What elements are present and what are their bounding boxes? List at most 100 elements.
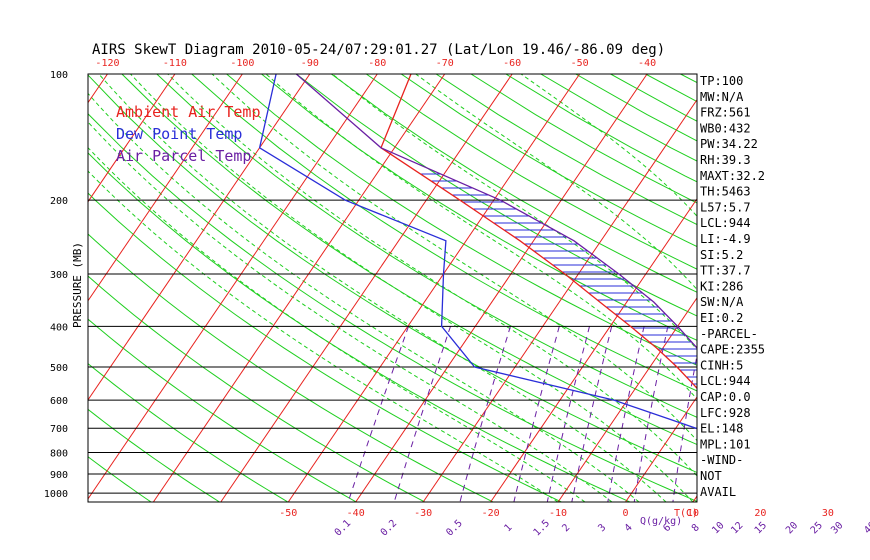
- isotherm-line: [220, 74, 513, 502]
- mixing-ratio-tick-label: 15: [753, 520, 769, 536]
- isotherm-line: [88, 74, 108, 104]
- stat-entry: SW:N/A: [700, 295, 744, 309]
- series-line: [258, 74, 697, 430]
- pressure-tick-label: 600: [50, 396, 68, 407]
- pressure-tick-label: 700: [50, 424, 68, 435]
- isotherm-line: [88, 74, 243, 302]
- dry-adiabat-line: [855, 74, 870, 502]
- legend-entry: Air Parcel Temp: [116, 147, 251, 165]
- bottom-temp-tick-label: -10: [549, 508, 567, 519]
- stat-entry: MPL:101: [700, 437, 751, 451]
- dry-adiabat-line: [750, 74, 870, 502]
- dry-adiabat-line: [88, 362, 289, 502]
- mixing-ratio-unit-label: Q(g/kg): [640, 516, 682, 527]
- moist-adiabat-line: [88, 146, 586, 502]
- dry-adiabat-line: [88, 233, 494, 502]
- stat-entry: TP:100: [700, 74, 743, 88]
- legend-entry: Dew Point Temp: [116, 125, 242, 143]
- isotherm-line: [88, 74, 378, 500]
- moist-adiabat-line: [211, 74, 697, 442]
- bottom-temp-unit-label: T(C): [674, 508, 698, 519]
- pressure-tick-label: 800: [50, 449, 68, 460]
- bottom-temp-tick-label: 10: [687, 508, 699, 519]
- mixing-ratio-tick-label: 4: [623, 522, 635, 534]
- dry-adiabat-line: [785, 74, 870, 502]
- isotherm-line: [88, 74, 311, 401]
- mixing-ratio-tick-label: 1.5: [532, 518, 553, 539]
- mixing-ratio-line: [393, 326, 451, 502]
- bottom-temp-tick-label: -50: [279, 508, 297, 519]
- legend: Ambient Air Temp Dew Point Temp Air Parcel…: [116, 103, 261, 165]
- cape-hatch-region: [420, 173, 697, 385]
- mixing-ratio-tick-label: 1: [503, 522, 515, 534]
- legend-entry: Ambient Air Temp: [116, 103, 261, 121]
- dry-adiabat-line: [296, 74, 697, 317]
- chart-title: AIRS SkewT Diagram 2010-05-24/07:29:01.2…: [92, 42, 665, 58]
- mixing-ratio-tick-label: 8: [690, 522, 702, 534]
- mixing-ratio-line: [571, 326, 613, 502]
- bottom-temp-tick-label: -20: [482, 508, 500, 519]
- dry-adiabat-line: [331, 74, 697, 293]
- stat-entry: TH:5463: [700, 185, 751, 199]
- series-line: [380, 74, 697, 390]
- dry-adiabat-line: [88, 318, 357, 502]
- dry-adiabat-line: [191, 74, 697, 392]
- stat-entry: AVAIL: [700, 485, 736, 499]
- pressure-tick-label: 500: [50, 363, 68, 374]
- pressure-tick-label: 1000: [44, 489, 68, 500]
- stat-entry: FRZ:561: [700, 106, 751, 120]
- stat-entry: NOT: [700, 469, 722, 483]
- stat-entry: PW:34.22: [700, 137, 758, 151]
- mixing-ratio-line: [633, 326, 669, 502]
- top-temperature-tick-labels: -120 -110 -100 -90 -80 -70 -60 -50 -40: [95, 58, 656, 69]
- moist-adiabat-line: [98, 74, 667, 502]
- top-temp-tick-label: -100: [230, 58, 254, 69]
- isotherm-line: [287, 74, 581, 502]
- isotherm-line: [422, 98, 697, 502]
- mixing-ratio-tick-label: 3: [596, 522, 608, 534]
- dry-adiabat-line: [820, 74, 870, 502]
- mixing-ratio-line: [607, 326, 645, 502]
- stat-entry: MW:N/A: [700, 90, 744, 104]
- top-temp-tick-label: -90: [301, 58, 319, 69]
- isotherm-line: [828, 74, 870, 502]
- top-temp-tick-label: -60: [503, 58, 521, 69]
- top-temp-tick-label: -80: [368, 58, 386, 69]
- bottom-temp-tick-label: -30: [414, 508, 432, 519]
- mixing-ratio-line: [347, 326, 409, 502]
- isotherm-line: [88, 74, 176, 203]
- stat-entry: LCL:944: [700, 216, 751, 230]
- plot-frame: [87, 73, 698, 503]
- mixing-ratio-tick-label: 25: [809, 520, 825, 536]
- mixing-ratio-line: [546, 326, 590, 502]
- isotherm-line: [625, 396, 697, 502]
- mixing-ratio-line: [767, 326, 787, 502]
- top-temp-tick-label: -70: [436, 58, 454, 69]
- y-axis-label: PRESSURE (MB): [71, 242, 84, 328]
- stat-entry: EL:148: [700, 422, 743, 436]
- mixing-ratio-line: [459, 326, 511, 502]
- top-temp-tick-label: -50: [571, 58, 589, 69]
- bottom-temperature-tick-labels: -50 -40 -30 -20 -10 0 10 20 30 T(C): [279, 508, 834, 519]
- mixing-ratio-tick-label: 0.5: [444, 518, 465, 539]
- stat-entry: LFC:928: [700, 406, 751, 420]
- stat-entry: L57:5.7: [700, 200, 751, 214]
- moist-adiabat-line: [265, 74, 697, 400]
- stat-entry: KI:286: [700, 279, 743, 293]
- stat-entry: -WIND-: [700, 453, 743, 467]
- pressure-tick-label: 300: [50, 270, 68, 281]
- pressure-tick-label: 100: [50, 70, 68, 81]
- mixing-ratio-tick-label: 40: [862, 520, 870, 536]
- isotherm-line: [760, 74, 870, 502]
- moist-adiabat-line: [415, 74, 697, 291]
- stat-entry: TT:37.7: [700, 264, 751, 278]
- isotherm-line: [355, 74, 648, 502]
- dry-adiabat-line: [366, 74, 697, 270]
- stat-entry: CINH:5: [700, 358, 743, 372]
- stat-entry: CAP:0.0: [700, 390, 751, 404]
- stat-entry: RH:39.3: [700, 153, 751, 167]
- isobar-lines: [88, 199, 697, 494]
- moist-adiabat-line: [130, 74, 694, 502]
- pressure-tick-labels: 100 200 300 400 500 600 700 800 900 1000: [44, 70, 68, 500]
